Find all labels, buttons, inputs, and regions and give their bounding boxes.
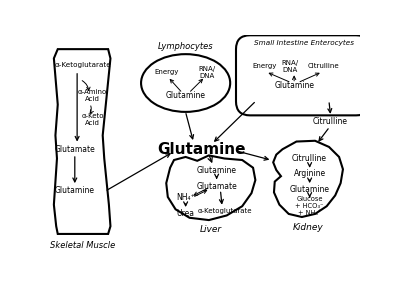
Text: Glutamine: Glutamine: [275, 81, 315, 90]
Text: Glutamine: Glutamine: [157, 142, 245, 157]
Text: Skeletal Muscle: Skeletal Muscle: [50, 241, 115, 250]
Text: RNA/
DNA: RNA/ DNA: [282, 60, 299, 73]
Text: Glutamine: Glutamine: [290, 185, 330, 194]
Text: α-Ketoglutarate: α-Ketoglutarate: [54, 61, 111, 68]
Text: α-Ketoglutarate: α-Ketoglutarate: [197, 208, 252, 214]
Text: Citrulline: Citrulline: [292, 154, 327, 163]
Text: Glutamate: Glutamate: [54, 145, 95, 154]
Text: Citrulline: Citrulline: [313, 117, 348, 126]
Text: Energy: Energy: [252, 63, 277, 69]
Polygon shape: [166, 156, 255, 220]
Text: Lymphocytes: Lymphocytes: [158, 41, 214, 51]
Text: Glutamine: Glutamine: [166, 91, 206, 100]
Text: NH₄⁺: NH₄⁺: [176, 193, 195, 202]
Text: Glutamine: Glutamine: [55, 186, 95, 195]
Text: α-Keto
Acid: α-Keto Acid: [81, 113, 104, 126]
Text: Energy: Energy: [154, 69, 178, 75]
Text: Small Intestine Enterocytes: Small Intestine Enterocytes: [254, 40, 354, 46]
Text: Arginine: Arginine: [294, 169, 326, 178]
Text: α-Amino
Acid: α-Amino Acid: [78, 89, 107, 102]
Text: Glutamate: Glutamate: [196, 182, 237, 191]
Text: Glutamine: Glutamine: [197, 166, 237, 175]
Ellipse shape: [141, 54, 230, 112]
Polygon shape: [273, 141, 343, 217]
Text: RNA/
DNA: RNA/ DNA: [198, 66, 215, 79]
Text: Liver: Liver: [200, 225, 222, 234]
Text: Citrulline: Citrulline: [308, 63, 339, 69]
Polygon shape: [54, 49, 110, 234]
Text: Glucose
+ HCO₃⁻
+ NH₄⁺: Glucose + HCO₃⁻ + NH₄⁺: [295, 196, 324, 216]
FancyBboxPatch shape: [236, 35, 370, 115]
Text: Kidney: Kidney: [293, 223, 324, 232]
Text: Urea: Urea: [177, 209, 195, 218]
